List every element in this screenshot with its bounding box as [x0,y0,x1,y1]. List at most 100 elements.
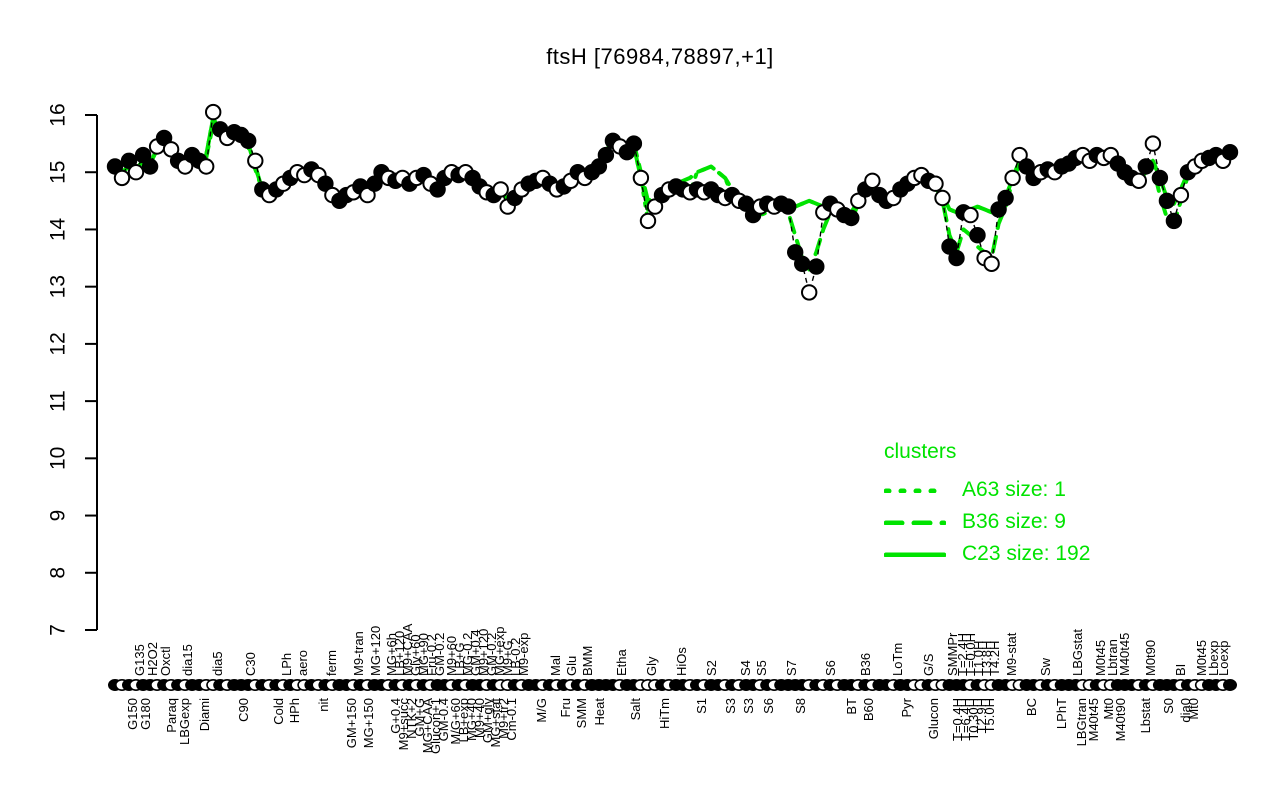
y-tick-label: 16 [47,103,70,126]
condition-label: dia5 [210,651,225,676]
condition-label: Fru [558,698,573,718]
condition-label: M40t45 [1117,632,1132,676]
legend-line-sample-solid [884,552,946,557]
condition-label: B36 [858,652,873,676]
condition-rug-marker [1223,678,1238,691]
y-tick-label: 8 [47,567,70,579]
data-point [366,175,383,192]
y-tick-label: 13 [47,275,70,298]
data-point [639,212,657,230]
condition-label: BI [1173,663,1188,676]
data-point [625,135,643,152]
data-point [1165,212,1183,230]
condition-label: S2 [704,660,719,676]
legend-label: B36 size: 9 [962,510,1066,533]
condition-label: S3 [741,698,756,714]
data-point [597,146,615,164]
data-point [205,103,222,121]
condition-label: Diami [197,698,212,732]
condition-label: ferm [324,650,339,676]
condition-label: G180 [138,698,153,730]
condition-label: HiOs [674,647,689,676]
condition-label: MG+120 [368,625,383,676]
y-tick-label: 10 [47,447,70,470]
legend-line-sample-dashed [884,520,946,525]
condition-label: Gly [644,656,659,677]
data-point [162,141,180,158]
data-point [646,198,664,215]
condition-label: S8 [793,698,808,714]
y-tick-label: 12 [47,332,70,355]
data-point [127,164,145,181]
condition-label: C90 [236,698,251,722]
condition-label: Etha [614,649,629,676]
data-point [983,255,1000,272]
legend-entry-solid: C23 size: 192 [884,538,1090,570]
condition-label: Mal [548,655,563,676]
legend-entry-dashed: B36 size: 9 [884,506,1090,538]
data-point [864,172,881,190]
y-tick-label: 7 [47,624,70,636]
condition-label: HPh [287,698,302,724]
condition-label: Oxctl [158,646,173,676]
condition-label: Cold [271,698,286,725]
condition-label: LPhT [1054,698,1069,730]
data-point [948,249,965,267]
condition-label: Mt0 [1186,698,1201,720]
condition-label: Heat [592,698,607,726]
condition-label: aero [295,649,310,676]
condition-label: Pyr [899,698,914,718]
data-point [969,227,986,244]
condition-label: B60 [861,698,876,722]
data-point [941,238,958,255]
gene-profile-line [114,109,1231,296]
legend-label: C23 size: 192 [962,542,1091,565]
data-point [1130,172,1148,190]
condition-label: dia15 [180,644,195,676]
y-tick-label: 9 [47,510,70,522]
data-point [141,158,159,175]
condition-label: LoTm [890,642,905,676]
condition-label: M/G [534,698,549,723]
condition-label: T5.0H [982,698,997,734]
data-point [1172,186,1190,204]
data-point [1221,144,1239,161]
condition-label: M40t90 [1113,698,1128,742]
condition-label: T4.2H [987,640,1002,676]
condition-label: S7 [784,660,799,676]
data-point [1144,135,1162,152]
condition-label: S6 [823,660,838,676]
condition-label: Sw [1038,657,1053,676]
condition-label: BT [844,698,859,715]
condition-label: S4 [738,660,753,676]
condition-label: Cm-0.1 [504,698,519,741]
y-tick-label: 15 [47,161,70,184]
condition-label: G/S [921,653,936,676]
data-point [113,169,131,187]
data-point [492,181,509,198]
condition-label: S1 [694,698,709,714]
legend-line-sample-dotted [884,488,946,493]
condition-label: S6 [761,698,776,714]
condition-label: M9-tran [351,631,366,676]
condition-label: nit [316,698,331,712]
data-point [801,284,818,301]
data-point [1137,158,1155,175]
data-point [198,158,215,175]
data-point [787,244,804,261]
condition-label: C30 [243,652,258,676]
data-point [808,258,825,275]
data-point [962,206,979,224]
data-point [247,152,264,170]
data-point [429,181,446,198]
data-point [794,255,811,272]
y-tick-label: 11 [47,390,70,412]
condition-label: Lbstat [1138,698,1153,734]
data-point [632,169,650,187]
condition-label: S0 [1161,698,1176,714]
condition-label: M40t45 [1086,698,1101,742]
data-point [780,198,797,215]
data-point [843,209,860,227]
condition-label: LBGexp [177,698,192,745]
